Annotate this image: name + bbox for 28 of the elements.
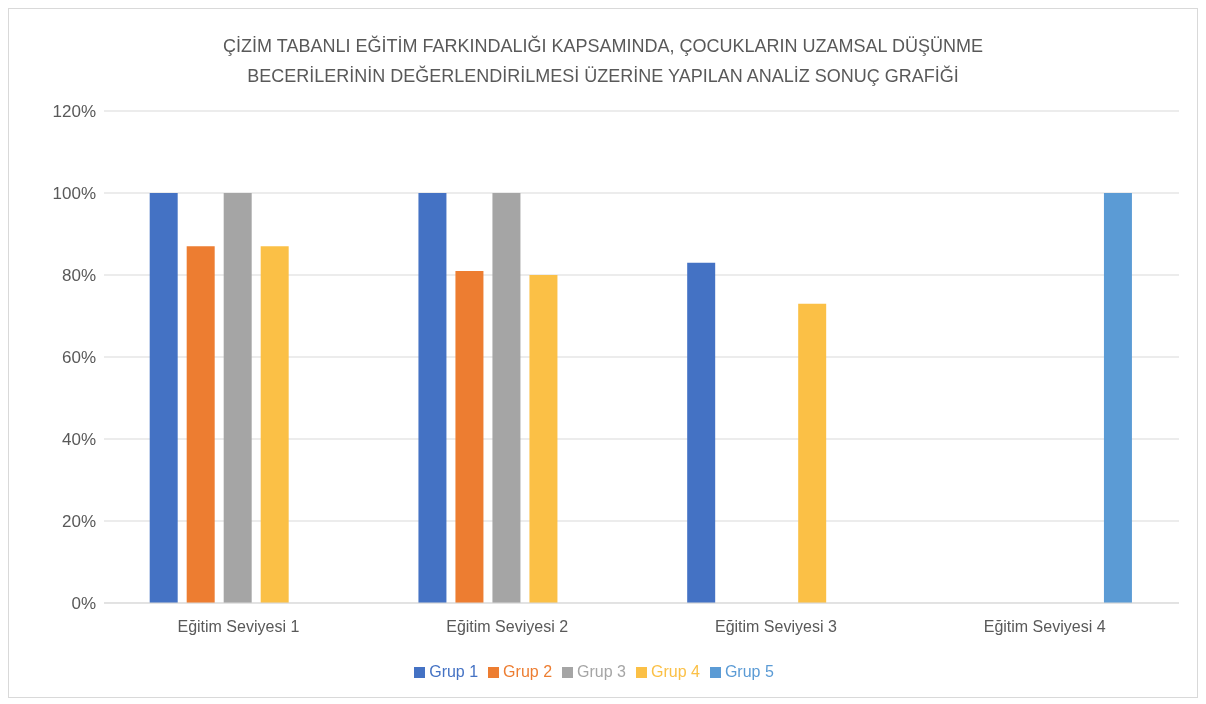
bar	[492, 193, 521, 603]
legend-label: Grup 2	[503, 663, 553, 680]
bar	[223, 193, 252, 603]
bar	[260, 246, 289, 603]
bar	[418, 193, 447, 603]
y-tick-label: 60%	[61, 348, 96, 368]
x-tick-label: Eğitim Seviyesi 4	[983, 618, 1106, 636]
y-tick-label: 120%	[52, 102, 96, 122]
bar	[186, 246, 215, 603]
y-tick-label: 100%	[52, 184, 96, 204]
x-tick-label: Eğitim Seviyesi 2	[446, 618, 569, 636]
bar	[1103, 193, 1132, 603]
legend-label: Grup 1	[429, 663, 479, 680]
bar	[798, 303, 827, 603]
chart-title: ÇİZİM TABANLI EĞİTİM FARKINDALIĞI KAPSAMINDA, ÇOCUKLARIN UZAMSAL DÜŞÜNME BECERİLERİNİN DEĞERLENDİRİLMESİ ÜZERİNE YAPILAN ANALİZ SONUÇ GRAFİĞİ	[222, 34, 984, 88]
y-tick-label: 80%	[61, 266, 96, 286]
bar	[687, 262, 716, 603]
legend-label: Grup 3	[577, 663, 626, 680]
x-tick-label: Eğitim Seviyesi 1	[177, 618, 300, 636]
bar	[149, 193, 178, 603]
y-tick-label: 20%	[61, 512, 96, 532]
legend-label: Grup 4	[650, 663, 700, 680]
bar	[455, 270, 484, 603]
legend-label: Grup 5	[724, 663, 774, 680]
y-tick-label: 40%	[61, 430, 96, 450]
x-tick-label: Eğitim Seviyesi 3	[714, 618, 837, 636]
y-tick-label: 0%	[71, 594, 96, 614]
bar	[529, 275, 558, 603]
